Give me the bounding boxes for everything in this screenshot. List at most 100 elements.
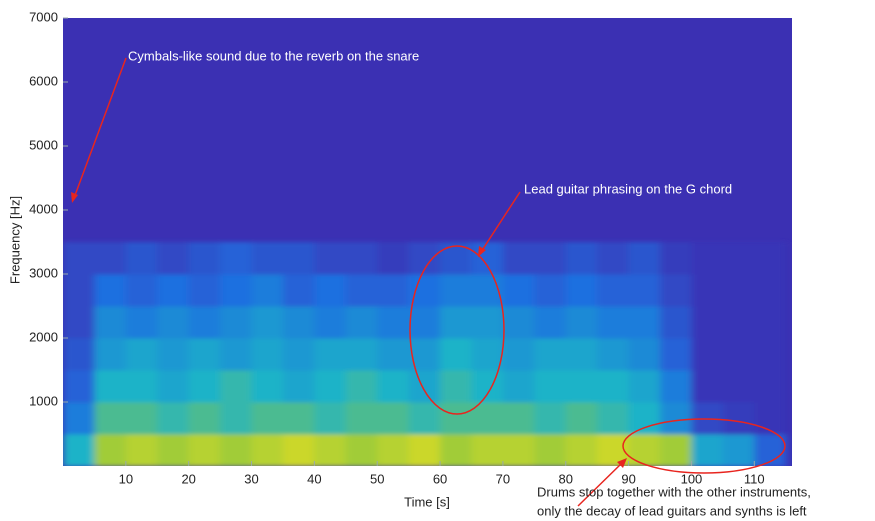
cell	[63, 274, 95, 307]
cell	[157, 434, 190, 466]
cell	[722, 434, 755, 466]
cell	[314, 306, 347, 339]
cell	[188, 434, 221, 466]
cell	[157, 242, 190, 275]
arrow	[480, 191, 521, 253]
cell	[282, 242, 315, 275]
cell	[63, 306, 95, 339]
cell	[597, 274, 630, 307]
cell	[660, 242, 692, 275]
cell	[597, 338, 630, 371]
ellipse	[622, 418, 786, 474]
cell	[188, 370, 221, 403]
cell	[754, 402, 787, 435]
cell	[125, 434, 158, 466]
x-tick-label: 50	[370, 471, 384, 486]
annotation: Drums stop together with the other instr…	[537, 484, 811, 499]
cell	[565, 274, 598, 307]
cell	[314, 402, 347, 435]
cell	[282, 434, 315, 466]
cell	[502, 370, 535, 403]
cell	[188, 274, 221, 307]
x-axis-label: Time [s]	[404, 494, 450, 509]
cell	[660, 274, 692, 307]
cell	[188, 306, 221, 339]
arrow-head	[71, 192, 78, 203]
cell	[157, 338, 190, 371]
cell	[251, 242, 284, 275]
cell	[251, 370, 284, 403]
cell	[220, 370, 253, 403]
cell	[722, 242, 755, 275]
x-tick-label: 70	[496, 471, 510, 486]
cell	[157, 370, 190, 403]
cell	[440, 306, 472, 339]
cell	[471, 306, 504, 339]
cell	[345, 306, 378, 339]
cell	[754, 338, 787, 371]
annotation-shapes	[71, 57, 786, 507]
arrow	[577, 461, 624, 507]
cell	[125, 402, 158, 435]
cell	[63, 242, 95, 275]
cell	[534, 274, 567, 307]
cell	[691, 338, 724, 371]
cell	[282, 370, 315, 403]
cell	[94, 370, 127, 403]
cell	[754, 306, 787, 339]
cell	[534, 370, 567, 403]
cell	[251, 274, 284, 307]
cell	[660, 434, 692, 466]
cell	[565, 338, 598, 371]
cell	[597, 242, 630, 275]
x-tick-label: 90	[621, 471, 635, 486]
cell	[628, 338, 661, 371]
cell	[440, 274, 472, 307]
cell	[502, 306, 535, 339]
cell	[345, 242, 378, 275]
cell	[282, 274, 315, 307]
cell	[722, 274, 755, 307]
cell	[440, 338, 472, 371]
cell	[345, 370, 378, 403]
cell	[471, 242, 504, 275]
cell	[94, 434, 127, 466]
arrow	[73, 57, 127, 199]
cell	[157, 306, 190, 339]
cell	[565, 402, 598, 435]
x-tick-label: 110	[744, 471, 765, 486]
cell	[220, 434, 253, 466]
cell	[377, 274, 410, 307]
cell	[63, 338, 95, 371]
arrow-head	[617, 458, 627, 468]
cell	[314, 242, 347, 275]
cell	[471, 370, 504, 403]
cell	[597, 402, 630, 435]
cell	[377, 306, 410, 339]
cell	[534, 338, 567, 371]
cell	[502, 338, 535, 371]
cell	[440, 402, 472, 435]
y-tick-label: 2000	[29, 329, 58, 344]
cell	[345, 274, 378, 307]
cell	[345, 338, 378, 371]
cell	[660, 402, 692, 435]
y-tick-label: 6000	[29, 73, 58, 88]
cell	[754, 370, 787, 403]
axes: 10 20 30 40 50 60 70 80 90 100 110 1000 2000 3000 4000…	[29, 9, 765, 486]
x-tick-label: 40	[307, 471, 321, 486]
cell	[722, 338, 755, 371]
x-tick-label: 80	[559, 471, 573, 486]
cell	[534, 402, 567, 435]
cell	[94, 306, 127, 339]
y-tick-label: 7000	[29, 9, 58, 24]
cell	[220, 306, 253, 339]
cell	[251, 434, 284, 466]
cell	[125, 274, 158, 307]
cell	[377, 434, 410, 466]
cell	[565, 242, 598, 275]
cell	[251, 338, 284, 371]
cell	[660, 370, 692, 403]
cell	[691, 242, 724, 275]
